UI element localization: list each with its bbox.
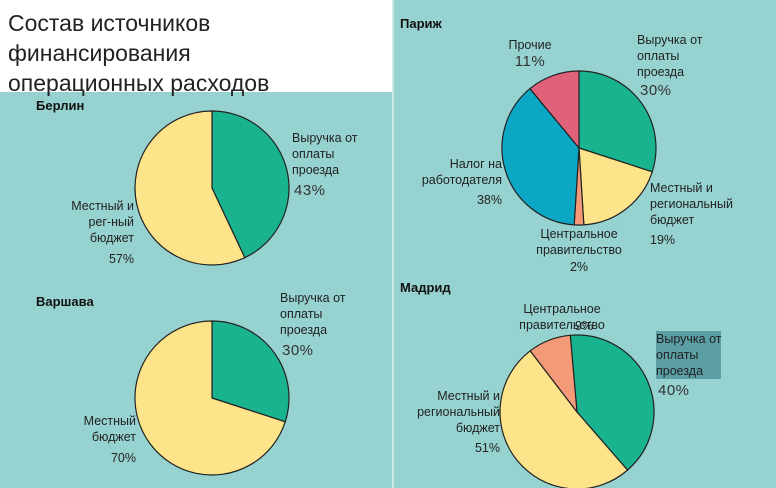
- berlin-slice-1: [134, 110, 246, 266]
- chart-title-warsaw: Варшава: [36, 294, 94, 309]
- paris-other-value: 11%: [514, 53, 546, 70]
- paris-fares-value: 30%: [640, 82, 672, 99]
- berlin-fares-label: Выручка от оплаты проезда: [292, 131, 358, 177]
- berlin-local-label: Местный и рег-ный бюджет: [71, 199, 134, 245]
- paris-other-label: Прочие: [508, 38, 552, 52]
- berlin-slice-0: [211, 110, 290, 259]
- madrid-fares-value: 40%: [658, 382, 690, 399]
- warsaw-fares-label: Выручка от оплаты проезда: [280, 291, 346, 337]
- page-title: Состав источников финансирования операци…: [8, 10, 270, 96]
- warsaw-local-value: 70%: [110, 451, 136, 465]
- paris-employer-tax-label: Налог на работодателя: [421, 157, 502, 187]
- warsaw-slice-0: [211, 320, 290, 423]
- madrid-central-label: Центральное правительство: [519, 302, 605, 332]
- madrid-slice-1: [499, 349, 629, 488]
- paris-fares-label: Выручка от оплаты проезда: [637, 33, 703, 79]
- paris-central-value: 2%: [569, 260, 589, 274]
- madrid-local-value: 51%: [474, 441, 500, 455]
- paris-local-value: 19%: [650, 233, 676, 247]
- paris-slice-1: [578, 147, 653, 226]
- berlin-local-value: 57%: [108, 252, 134, 266]
- madrid-slice-0: [569, 334, 655, 471]
- paris-employer-tax-value: 38%: [476, 193, 502, 207]
- title-box: Состав источников финансирования операци…: [0, 0, 392, 96]
- chart-title-berlin: Берлин: [36, 98, 85, 113]
- paris-local-label: Местный и региональный бюджет: [650, 181, 733, 227]
- warsaw-fares-value: 30%: [282, 342, 314, 359]
- madrid-local-label: Местный и региональный бюджет: [417, 389, 500, 435]
- chart-title-paris: Париж: [400, 16, 442, 31]
- paris-central-label: Центральное правительство: [536, 227, 622, 257]
- warsaw-local-label: Местный бюджет: [83, 414, 136, 444]
- madrid-central-value: 9%: [575, 319, 594, 333]
- paris-slice-4: [529, 70, 580, 150]
- panel-divider: [392, 0, 394, 488]
- paris-slice-3: [501, 87, 580, 226]
- madrid-fares-label: Выручка от оплаты проезда: [656, 331, 722, 379]
- chart-title-madrid: Мадрид: [400, 280, 451, 295]
- madrid-slice-2: [529, 334, 578, 415]
- warsaw-slice-1: [134, 320, 286, 476]
- berlin-fares-value: 43%: [294, 182, 326, 199]
- paris-slice-0: [578, 70, 657, 173]
